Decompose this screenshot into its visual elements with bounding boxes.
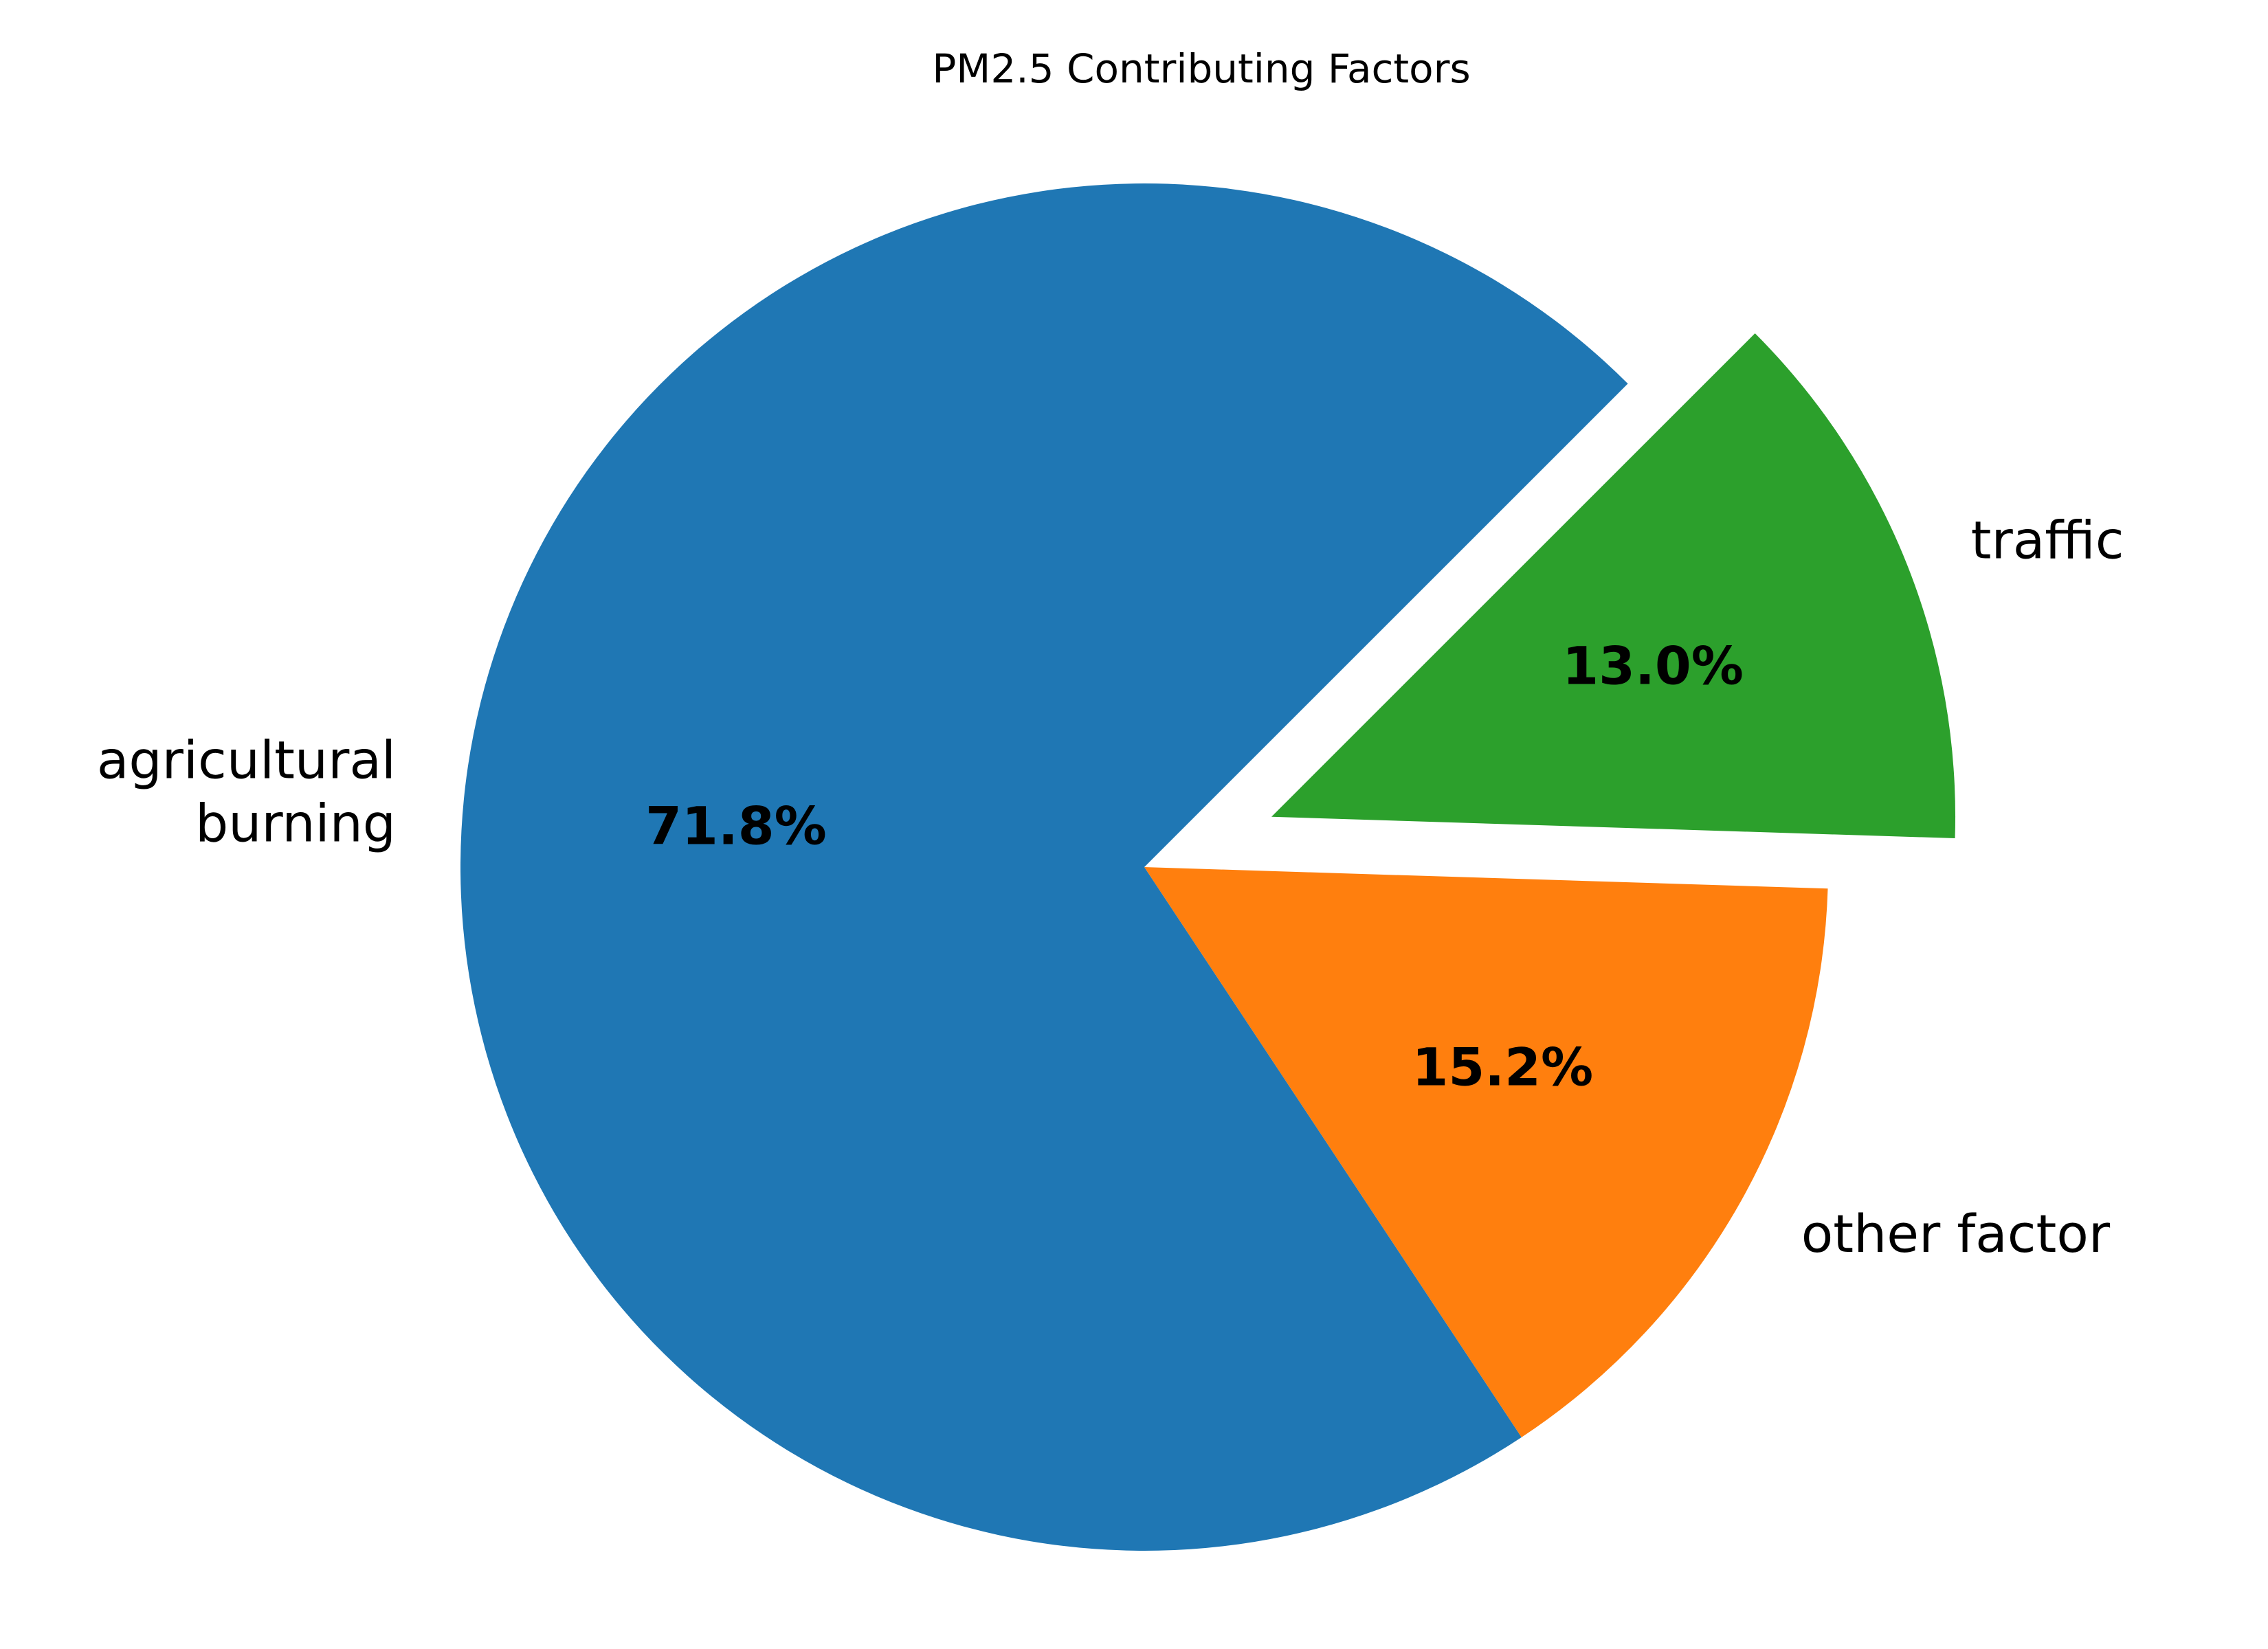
slice-label-agricultural-burning: agricultural burning — [97, 730, 396, 854]
pie-slices — [460, 183, 1956, 1551]
slice-label-traffic: traffic — [1971, 509, 2124, 570]
pie-slice-traffic — [1271, 333, 1956, 838]
pie-labels: 71.8% agricultural burning 15.2% other facto… — [97, 509, 2124, 1264]
pct-label-traffic: 13.0% — [1562, 635, 1744, 696]
slice-label-line: other factor — [1801, 1203, 2111, 1264]
pie-slice-other-factor — [1144, 867, 1828, 1437]
pct-label-other-factor: 15.2% — [1412, 1036, 1594, 1097]
slice-label-line: agricultural — [97, 730, 396, 791]
slice-label-line: burning — [195, 793, 396, 854]
chart-title: PM2.5 Contributing Factors — [932, 45, 1470, 92]
slice-label-other-factor: other factor — [1801, 1203, 2111, 1264]
slice-label-line: traffic — [1971, 509, 2124, 570]
pct-label-agricultural-burning: 71.8% — [645, 796, 827, 857]
pie-slice-agricultural-burning — [460, 183, 1628, 1551]
